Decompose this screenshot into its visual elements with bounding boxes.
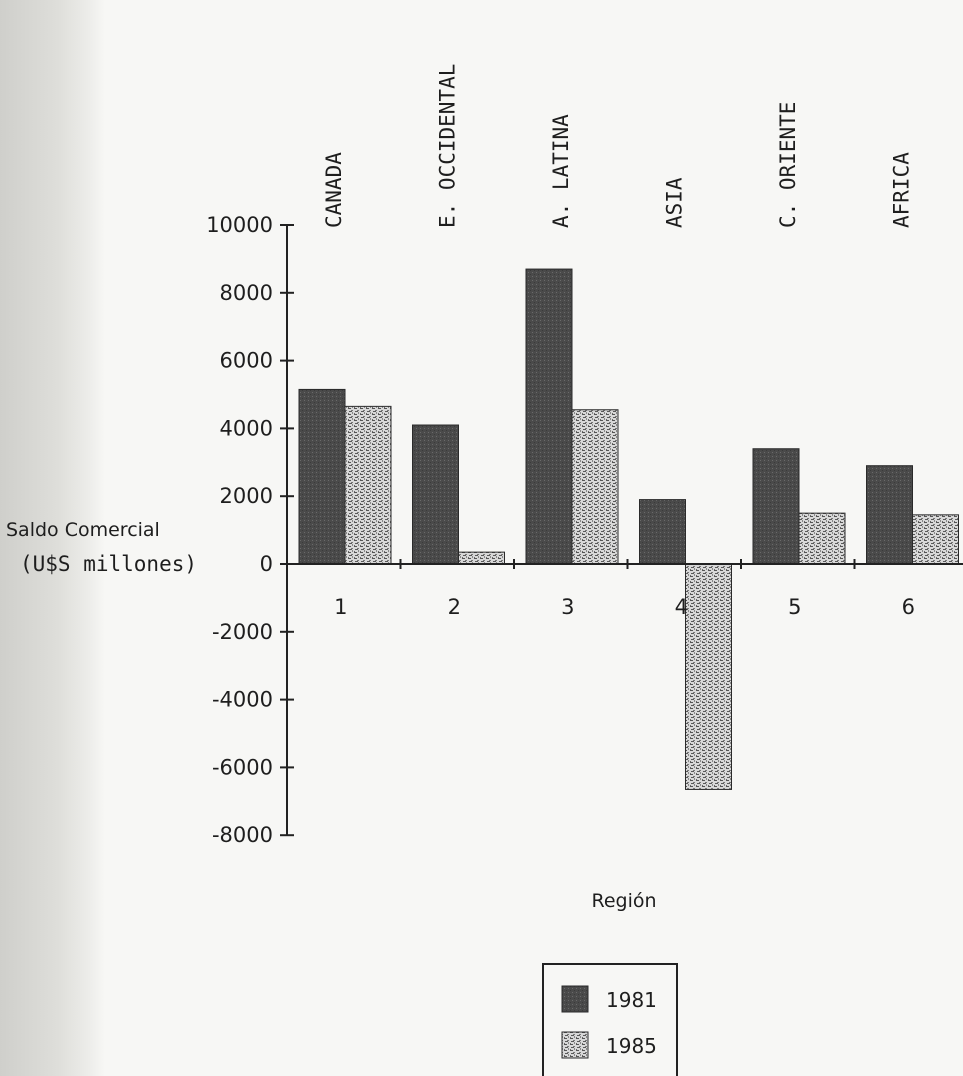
category-label: 4 (675, 595, 688, 619)
y-tick-label: 10000 (206, 213, 273, 237)
y-tick-label: -2000 (212, 620, 273, 644)
bar-1981-5 (752, 448, 800, 565)
category-label: 6 (902, 595, 915, 619)
bar-1981-1 (298, 388, 346, 565)
legend-box (542, 963, 678, 1076)
region-name-label: CANADA (322, 152, 346, 228)
y-tick-label: 0 (260, 552, 273, 576)
bar-1985-6 (912, 514, 959, 565)
y-axis-title-line1: Saldo Comercial (6, 519, 160, 541)
bar-1985-5 (798, 512, 846, 565)
y-tick-label: 2000 (220, 484, 273, 508)
region-name-label: AFRICA (889, 152, 913, 228)
category-label: 5 (788, 595, 801, 619)
region-name-label: E. OCCIDENTAL (435, 64, 459, 228)
x-axis-title: Región (591, 890, 656, 912)
bar-1985-4 (685, 563, 732, 790)
y-tick-label: 6000 (220, 349, 273, 373)
bar-1981-3 (525, 268, 573, 565)
scan-shadow (0, 0, 105, 1076)
y-tick-label: -4000 (212, 688, 273, 712)
y-tick-label: -8000 (212, 823, 273, 847)
bar-1981-4 (639, 499, 686, 565)
bar-1985-1 (344, 405, 392, 565)
legend-label-1981: 1981 (606, 988, 657, 1012)
y-tick-label: -6000 (212, 755, 273, 779)
y-tick-label: 8000 (220, 281, 273, 305)
region-name-label: A. LATINA (549, 114, 573, 228)
bar-1985-2 (458, 551, 505, 565)
legend-label-1985: 1985 (606, 1034, 657, 1058)
category-label: 2 (448, 595, 461, 619)
legend-swatch-1985 (561, 1031, 589, 1059)
region-name-label: ASIA (662, 177, 686, 228)
y-tick-label: 4000 (220, 416, 273, 440)
y-axis-title-line2: (U$S millones) (20, 552, 197, 576)
bar-1985-3 (571, 409, 619, 565)
category-label: 3 (561, 595, 574, 619)
bar-1981-6 (866, 465, 913, 565)
bar-1981-2 (412, 424, 459, 565)
region-name-label: C. ORIENTE (776, 102, 800, 228)
category-label: 1 (334, 595, 347, 619)
legend-swatch-1981 (561, 985, 589, 1013)
